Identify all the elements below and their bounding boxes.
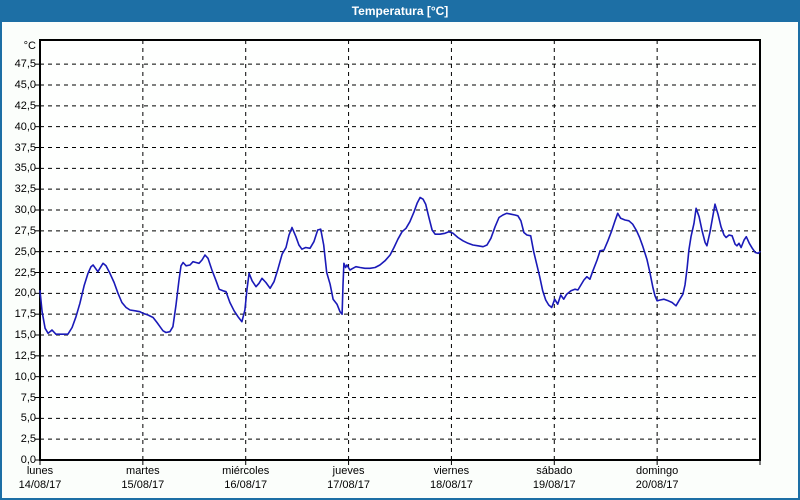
x-day-label: sábado 19/08/17 bbox=[509, 464, 599, 492]
y-tick-label: 17,5 bbox=[14, 308, 36, 321]
y-tick-label: 2,5 bbox=[20, 433, 36, 446]
x-day-label: jueves 17/08/17 bbox=[304, 464, 394, 492]
y-tick-label: 20,0 bbox=[14, 287, 36, 300]
y-tick-label: 15,0 bbox=[14, 329, 36, 341]
title-bar: Temperatura [°C] bbox=[0, 0, 800, 22]
day-date: 17/08/17 bbox=[327, 479, 370, 491]
x-day-label: domingo 20/08/17 bbox=[612, 464, 702, 492]
day-name: sábado bbox=[536, 465, 573, 477]
y-tick-label: 30,0 bbox=[14, 204, 36, 216]
y-tick-label: 35,0 bbox=[14, 162, 36, 175]
y-tick-label: 7,5 bbox=[20, 391, 36, 404]
day-date: 16/08/17 bbox=[224, 479, 268, 491]
y-tick-label: 40,0 bbox=[14, 120, 36, 133]
y-axis-unit: °C bbox=[23, 40, 36, 53]
y-tick-label: 32,5 bbox=[14, 183, 36, 196]
day-date: 18/08/17 bbox=[430, 479, 473, 491]
day-date: 15/08/17 bbox=[121, 479, 165, 491]
y-tick-label: 37,5 bbox=[14, 141, 36, 154]
y-tick-label: 5,0 bbox=[20, 412, 36, 425]
day-name: jueves bbox=[332, 465, 365, 477]
y-tick-label: 10,0 bbox=[14, 370, 36, 383]
day-date: 19/08/17 bbox=[532, 479, 576, 491]
y-tick-label: 27,5 bbox=[14, 224, 36, 237]
day-name: martes bbox=[126, 465, 160, 477]
y-tick-label: 45,0 bbox=[14, 79, 36, 91]
window-title: Temperatura [°C] bbox=[351, 4, 449, 18]
y-tick-label: 22,5 bbox=[14, 266, 36, 279]
x-day-label: martes 15/08/17 bbox=[98, 464, 188, 492]
day-name: lunes bbox=[26, 465, 54, 477]
day-name: miércoles bbox=[222, 465, 270, 477]
day-name: viernes bbox=[433, 465, 470, 477]
x-day-label: viernes 18/08/17 bbox=[406, 464, 496, 492]
temperature-series-line bbox=[39, 196, 761, 335]
day-name: domingo bbox=[636, 465, 679, 477]
day-date: 14/08/17 bbox=[18, 479, 62, 491]
day-date: 20/08/17 bbox=[635, 479, 679, 491]
plot-border bbox=[39, 39, 761, 461]
chart-area: °C 0,0 2,5 5,0 7,5 10,0 12,5 15,0 17,5 20,0 22,5 25… bbox=[0, 22, 800, 500]
y-tick-label: 47,5 bbox=[14, 58, 36, 71]
y-tick-label: 0,0 bbox=[20, 454, 36, 466]
y-tick-label: 42,5 bbox=[14, 99, 36, 112]
x-day-label: miércoles 16/08/17 bbox=[201, 464, 291, 492]
y-tick-label: 12,5 bbox=[14, 349, 36, 362]
x-day-label: lunes 14/08/17 bbox=[0, 464, 85, 492]
y-tick-label: 25,0 bbox=[14, 245, 36, 258]
